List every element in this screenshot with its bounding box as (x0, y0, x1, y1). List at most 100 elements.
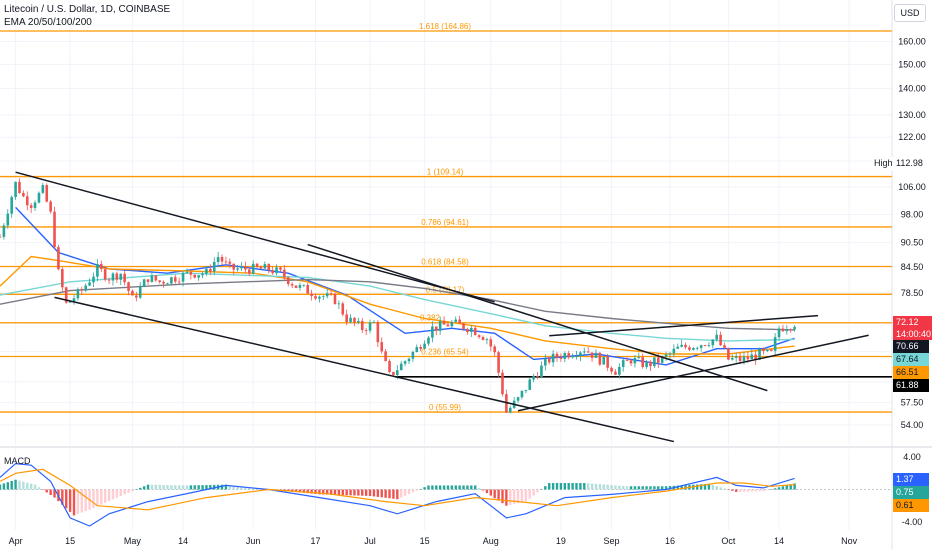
time-tick-label: 16 (665, 536, 675, 546)
candle-body (633, 358, 637, 364)
candle-body (629, 360, 633, 364)
candle-body (641, 357, 645, 367)
macd-histogram-bar (232, 485, 235, 490)
ema-100-line (0, 272, 795, 342)
fib-level-label: 0 (55.99) (429, 403, 461, 412)
candle-body (668, 353, 672, 355)
candle-body (53, 211, 56, 248)
candle-body (37, 192, 41, 203)
macd-histogram-bar (302, 489, 306, 493)
macd-histogram-bar (248, 487, 251, 490)
candle-body (711, 339, 715, 346)
macd-histogram-bar (625, 486, 629, 490)
fib-level-label: 1.618 (164.86) (419, 22, 471, 31)
candle-body (283, 269, 286, 278)
price-tick-label: 54.00 (901, 420, 924, 430)
macd-histogram-bar (135, 489, 138, 490)
macd-histogram-bar (477, 487, 481, 490)
candle-body (520, 390, 524, 398)
macd-histogram-bar (201, 485, 204, 490)
candle-body (302, 284, 306, 286)
macd-histogram-bar (380, 489, 383, 498)
macd-histogram-bar (559, 483, 563, 490)
candle-body (325, 293, 329, 297)
macd-histogram-bar (131, 489, 134, 492)
macd-histogram-bar (512, 489, 516, 505)
candle-body (240, 266, 243, 269)
candle-body (602, 356, 606, 365)
currency-button[interactable]: USD (894, 4, 926, 22)
macd-histogram-bar (614, 485, 617, 490)
macd-histogram-bar (142, 486, 146, 490)
candle-body (415, 347, 419, 352)
macd-histogram-bar (80, 489, 83, 513)
high-price-label: 112.98 (893, 157, 929, 171)
macd-histogram-bar (773, 488, 777, 490)
macd-histogram-bar (10, 480, 13, 490)
macd-histogram-bar (376, 489, 380, 497)
macd-histogram-bar (532, 489, 535, 496)
candle-body (193, 274, 197, 278)
price-label-value: 70.66 (896, 340, 919, 351)
macd-histogram-bar (100, 489, 103, 505)
macd-histogram-bar (209, 484, 212, 490)
candle-body (368, 322, 372, 331)
candle-body (170, 277, 173, 284)
macd-histogram-bar (14, 479, 17, 490)
candle-body (10, 197, 13, 214)
price-tick-label: 90.50 (901, 238, 924, 248)
macd-histogram-bar (435, 485, 438, 490)
candle-body (544, 358, 547, 366)
macd-histogram-bar (493, 489, 496, 499)
candle-body (14, 181, 17, 198)
candle-body (442, 321, 446, 325)
candle-body (559, 357, 563, 359)
candle-body (92, 276, 95, 283)
price-tick-label: 150.00 (898, 59, 926, 69)
macd-histogram-bar (579, 483, 582, 490)
candle-body (567, 353, 570, 358)
macd-histogram-bar (154, 484, 158, 490)
candle-body (427, 337, 430, 344)
candle-body (656, 357, 660, 363)
candle-body (107, 279, 111, 281)
price-tick-label: 98.00 (901, 210, 924, 220)
candle-body (434, 326, 438, 331)
time-tick-label: May (124, 536, 142, 546)
macd-histogram-bar (516, 489, 520, 504)
candle-body (571, 356, 574, 358)
candle-body (380, 342, 384, 352)
candle-body (493, 346, 496, 353)
macd-histogram-bar (22, 481, 25, 490)
fib-level-label: 0.5 (78.17) (426, 285, 465, 294)
macd-tick-label: 4.00 (903, 452, 921, 462)
macd-histogram-bar (446, 485, 450, 490)
candle-body (18, 181, 21, 194)
macd-histogram-bar (785, 485, 789, 490)
macd-histogram-bar (251, 487, 255, 490)
candle-body (286, 277, 290, 285)
macd-histogram-bar (396, 489, 399, 500)
macd-histogram-bar (563, 483, 567, 490)
price-label-value: 66.51 (896, 366, 919, 377)
price-label-value: 67.64 (896, 353, 919, 364)
macd-histogram-bar (509, 489, 512, 505)
macd-histogram-bar (310, 489, 313, 494)
macd-histogram-bar (746, 489, 750, 492)
macd-histogram-bar (72, 489, 76, 516)
macd-histogram-bar (750, 489, 753, 492)
macd-histogram-bar (544, 486, 547, 490)
candle-body (715, 334, 719, 340)
macd-histogram-bar (707, 483, 711, 490)
candle-body (131, 290, 134, 296)
candle-body (399, 363, 403, 371)
fib-level-label: 0.618 (84.58) (421, 257, 469, 266)
macd-histogram-bar (240, 486, 243, 490)
macd-histogram-bar (501, 489, 504, 504)
macd-histogram (0, 479, 796, 516)
macd-histogram-bar (660, 486, 664, 490)
macd-histogram-bar (49, 489, 52, 496)
candle-body (516, 397, 520, 401)
candle-body (232, 263, 236, 270)
